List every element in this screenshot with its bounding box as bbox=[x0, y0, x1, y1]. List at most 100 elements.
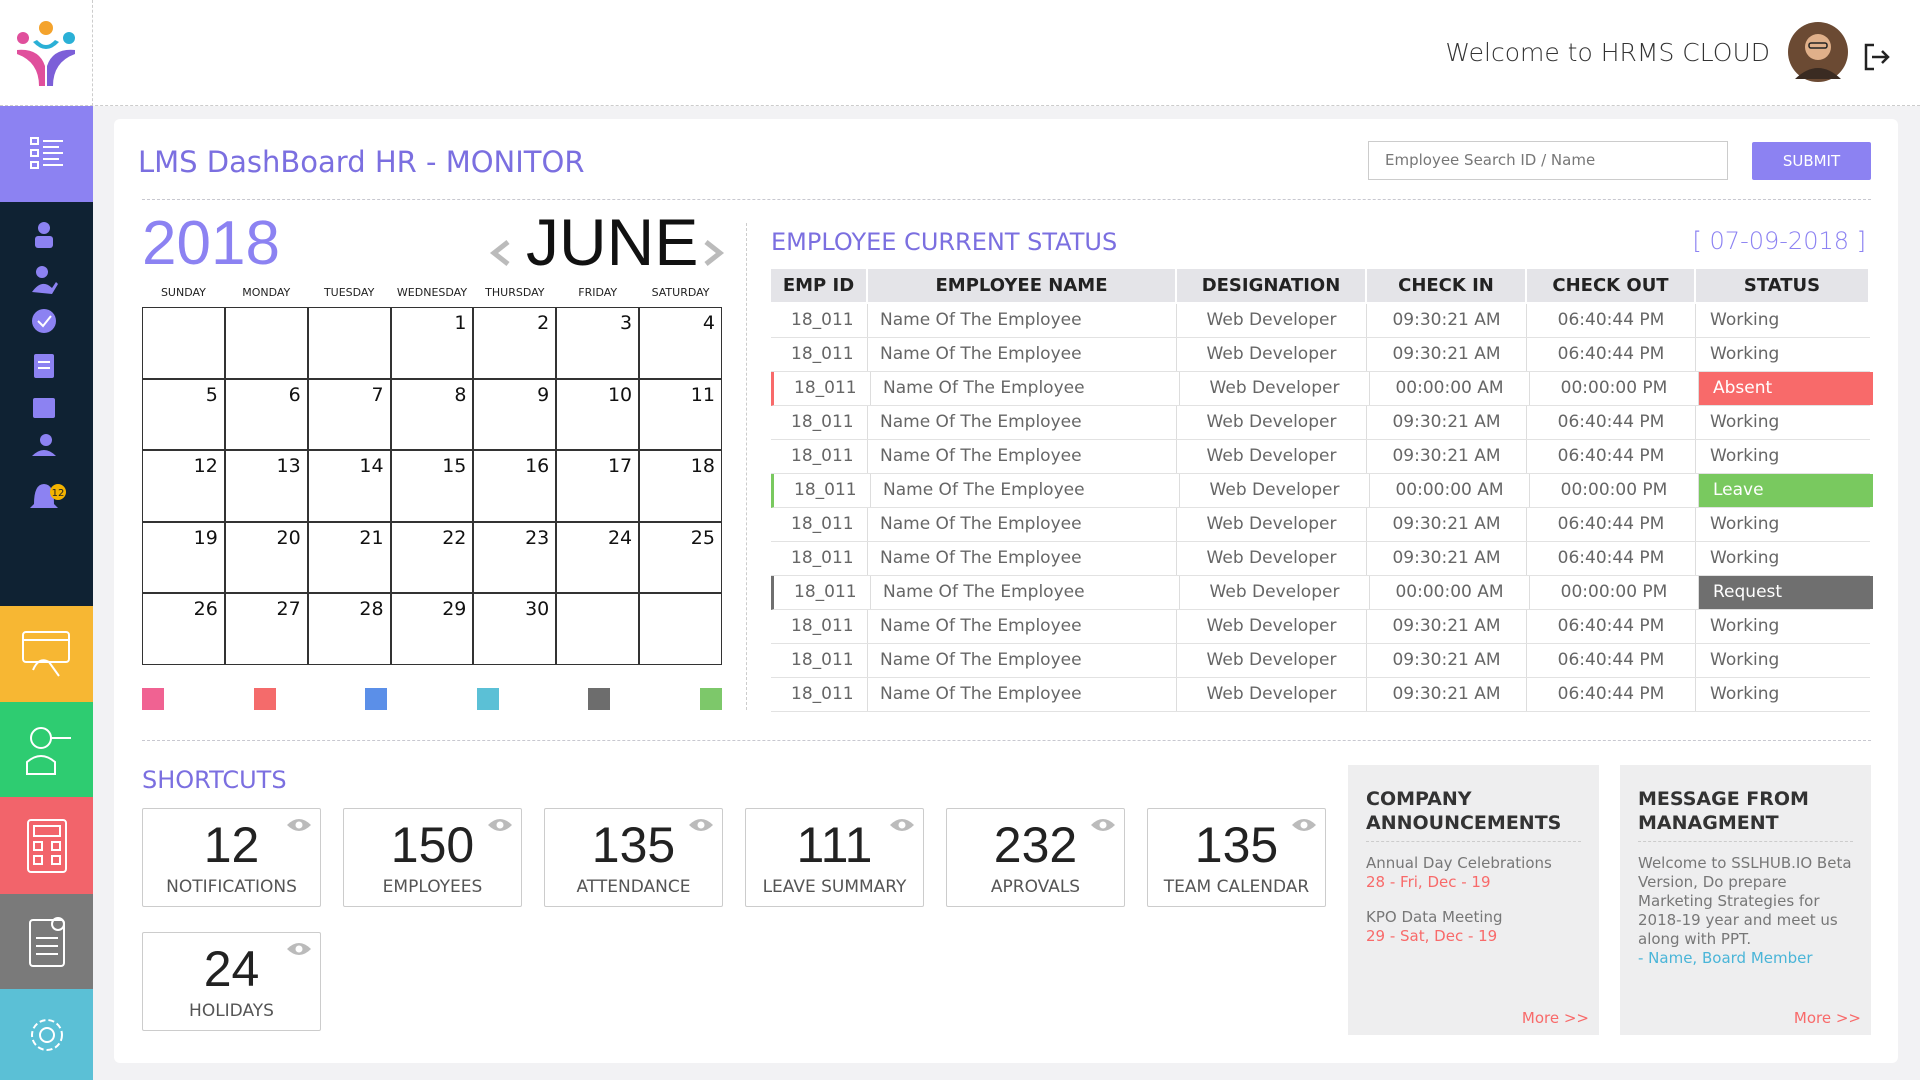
calendar-day[interactable]: 17 bbox=[556, 450, 640, 522]
announcement-date: 28 - Fri, Dec - 19 bbox=[1366, 873, 1491, 891]
calendar-day[interactable]: 19 bbox=[142, 521, 225, 594]
card-label: HOLIDAYS bbox=[189, 1001, 274, 1021]
prev-month[interactable] bbox=[486, 238, 516, 268]
next-month[interactable] bbox=[698, 238, 728, 268]
table-cell: 18_011 bbox=[771, 678, 868, 711]
dashboard-title: LMS DashBoard HR - MONITOR bbox=[138, 145, 585, 179]
calendar-day[interactable]: 18 bbox=[639, 450, 722, 522]
more-link[interactable]: More >> bbox=[1793, 1009, 1861, 1027]
table-cell: Name Of The Employee bbox=[868, 338, 1177, 371]
announcement-list: Annual Day Celebrations 28 - Fri, Dec - 1… bbox=[1366, 854, 1581, 946]
card-count: 111 bbox=[796, 817, 873, 873]
eye-icon[interactable] bbox=[487, 817, 513, 833]
shortcut-card[interactable]: 24 HOLIDAYS bbox=[142, 932, 321, 1031]
calendar-day[interactable]: 26 bbox=[142, 593, 225, 665]
nav-dashboard[interactable] bbox=[0, 106, 93, 202]
calendar-day[interactable]: 2 bbox=[473, 307, 557, 379]
logo-icon bbox=[17, 21, 75, 86]
table-row: 18_011 Name Of The Employee Web Developer 0… bbox=[771, 406, 1870, 440]
nav-icon bbox=[30, 1018, 63, 1051]
shortcut-card[interactable]: 111 LEAVE SUMMARY bbox=[745, 808, 924, 907]
calendar-day[interactable]: 22 bbox=[390, 521, 474, 594]
calendar-day[interactable]: 5 bbox=[142, 378, 225, 451]
search-input[interactable]: Employee Search ID / Name bbox=[1368, 141, 1728, 180]
table-cell: 18_011 bbox=[771, 610, 868, 643]
eye-icon[interactable] bbox=[286, 941, 312, 957]
table-cell: Web Developer bbox=[1180, 372, 1370, 405]
eye-icon[interactable] bbox=[1291, 817, 1317, 833]
weekday-label: SUNDAY bbox=[160, 286, 206, 299]
table-cell: 06:40:44 PM bbox=[1527, 406, 1696, 439]
announcement-item: KPO Data Meeting 29 - Sat, Dec - 19 bbox=[1366, 908, 1581, 946]
eye-icon[interactable] bbox=[286, 817, 312, 833]
calendar-year: 2018 bbox=[142, 209, 280, 278]
calendar-day[interactable]: 21 bbox=[307, 521, 391, 594]
table-cell: 09:30:21 AM bbox=[1367, 610, 1527, 643]
status-date: [ 07-09-2018 ] bbox=[1692, 227, 1866, 255]
shortcut-card[interactable]: 135 ATTENDANCE bbox=[544, 808, 723, 907]
calendar-day[interactable]: 29 bbox=[390, 593, 474, 665]
calendar-day[interactable]: 9 bbox=[473, 378, 557, 451]
shortcuts-title: SHORTCUTS bbox=[142, 766, 287, 794]
nav-reports[interactable] bbox=[0, 894, 93, 989]
calendar-day[interactable]: 27 bbox=[224, 593, 308, 665]
table-cell: Web Developer bbox=[1177, 440, 1367, 473]
eye-icon[interactable] bbox=[889, 817, 915, 833]
calendar-day[interactable]: 15 bbox=[390, 450, 474, 522]
shortcut-card[interactable]: 12 NOTIFICATIONS bbox=[142, 808, 321, 907]
status-cell: Working bbox=[1710, 412, 1780, 432]
table-cell: 09:30:21 AM bbox=[1367, 440, 1527, 473]
calendar-day[interactable]: 20 bbox=[224, 521, 308, 594]
nav-settings[interactable] bbox=[0, 989, 93, 1080]
nav-calculator[interactable] bbox=[0, 797, 93, 894]
calendar-day[interactable]: 6 bbox=[224, 378, 308, 451]
shortcut-card[interactable]: 150 EMPLOYEES bbox=[343, 808, 522, 907]
table-cell: 00:00:00 AM bbox=[1370, 372, 1530, 405]
table-cell: Web Developer bbox=[1177, 508, 1367, 541]
eye-icon[interactable] bbox=[688, 817, 714, 833]
table-cell: Web Developer bbox=[1177, 678, 1367, 711]
more-link[interactable]: More >> bbox=[1521, 1009, 1589, 1027]
calendar-day[interactable]: 28 bbox=[307, 593, 391, 665]
table-cell: 06:40:44 PM bbox=[1527, 440, 1696, 473]
status-cell: Working bbox=[1710, 650, 1780, 670]
table-row: 18_011 Name Of The Employee Web Developer 0… bbox=[771, 440, 1870, 474]
submit-button[interactable]: SUBMIT bbox=[1752, 142, 1871, 180]
calendar-day[interactable]: 12 bbox=[142, 450, 225, 522]
announcement-text: KPO Data Meeting bbox=[1366, 908, 1503, 926]
calendar-day[interactable]: 11 bbox=[639, 378, 722, 451]
calendar-day[interactable]: 25 bbox=[639, 521, 722, 594]
calendar-day[interactable]: 14 bbox=[307, 450, 391, 522]
calendar-day[interactable]: 1 bbox=[390, 307, 474, 379]
calendar-day[interactable]: 3 bbox=[556, 307, 640, 379]
calendar-day[interactable]: 7 bbox=[307, 378, 391, 451]
table-row: 18_011 Name Of The Employee Web Developer 0… bbox=[771, 338, 1870, 372]
table-row: 18_011 Name Of The Employee Web Developer 0… bbox=[771, 508, 1870, 542]
table-cell: Name Of The Employee bbox=[868, 406, 1177, 439]
calendar-day[interactable]: 8 bbox=[390, 378, 474, 451]
table-cell: Name Of The Employee bbox=[871, 576, 1180, 609]
avatar[interactable] bbox=[1787, 21, 1849, 83]
calendar-day[interactable]: 4 bbox=[639, 307, 722, 379]
nav-payroll[interactable] bbox=[0, 606, 93, 702]
calendar-day[interactable]: 30 bbox=[473, 593, 557, 665]
weekday-label: THURSDAY bbox=[485, 286, 545, 299]
eye-icon[interactable] bbox=[1090, 817, 1116, 833]
calendar-day[interactable]: 23 bbox=[473, 521, 557, 594]
shortcut-card[interactable]: 232 APROVALS bbox=[946, 808, 1125, 907]
calendar-day[interactable]: 10 bbox=[556, 378, 640, 451]
calendar-day[interactable]: 24 bbox=[556, 521, 640, 594]
calendar-day[interactable]: 13 bbox=[224, 450, 308, 522]
nav-recruit[interactable] bbox=[0, 702, 93, 797]
table-cell: Name Of The Employee bbox=[868, 542, 1177, 575]
shortcut-card[interactable]: 135 TEAM CALENDAR bbox=[1147, 808, 1326, 907]
table-cell: 09:30:21 AM bbox=[1367, 304, 1527, 337]
announcement-date: 29 - Sat, Dec - 19 bbox=[1366, 927, 1498, 945]
calendar-day[interactable]: 16 bbox=[473, 450, 557, 522]
status-cell: Working bbox=[1710, 514, 1780, 534]
table-cell: 06:40:44 PM bbox=[1527, 542, 1696, 575]
logout-icon[interactable] bbox=[1862, 42, 1892, 72]
table-cell: Web Developer bbox=[1177, 338, 1367, 371]
announcement-text: Annual Day Celebrations bbox=[1366, 854, 1552, 872]
